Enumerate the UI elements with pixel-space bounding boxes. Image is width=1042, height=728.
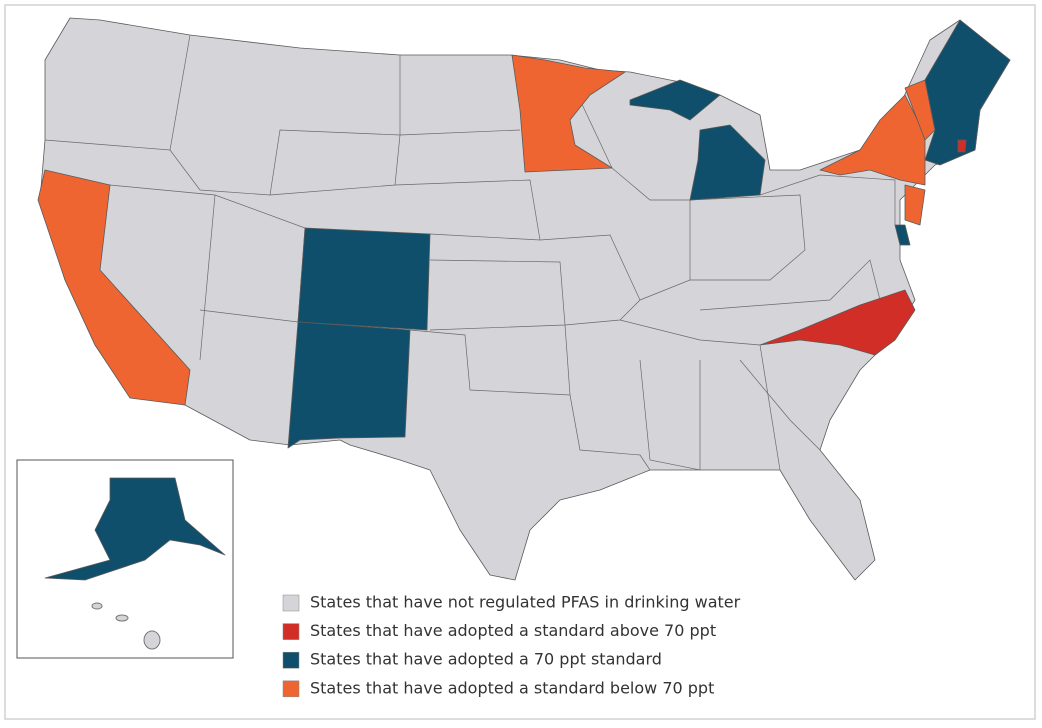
inset bbox=[16, 459, 234, 659]
california bbox=[37, 169, 191, 406]
delaware bbox=[894, 224, 911, 246]
michigan-upper bbox=[629, 79, 721, 121]
north-carolina bbox=[759, 289, 916, 356]
legend-swatch bbox=[282, 680, 300, 698]
legend-label: States that have not regulated PFAS in d… bbox=[310, 593, 741, 612]
hawaii-island bbox=[91, 602, 103, 610]
legend-label: States that have adopted a standard abov… bbox=[310, 621, 716, 640]
legend-swatch bbox=[282, 623, 300, 640]
legend-swatch bbox=[282, 594, 300, 612]
state-borders bbox=[44, 34, 896, 471]
legend-swatch bbox=[282, 651, 300, 669]
hawaii-island bbox=[143, 630, 161, 650]
michigan-lower bbox=[689, 124, 766, 201]
new-jersey bbox=[904, 184, 926, 226]
legend-label: States that have adopted a standard belo… bbox=[310, 678, 714, 697]
rhode-island bbox=[957, 139, 967, 153]
us-map bbox=[37, 17, 1011, 581]
alaska bbox=[44, 477, 226, 581]
hawaii-island bbox=[115, 614, 129, 622]
colorado bbox=[297, 227, 431, 331]
new-england bbox=[924, 19, 1011, 166]
new-mexico bbox=[287, 321, 411, 449]
legend: States that have not regulated PFAS in d… bbox=[282, 593, 741, 698]
minnesota bbox=[511, 54, 626, 173]
legend-label: States that have adopted a 70 ppt standa… bbox=[310, 650, 662, 669]
